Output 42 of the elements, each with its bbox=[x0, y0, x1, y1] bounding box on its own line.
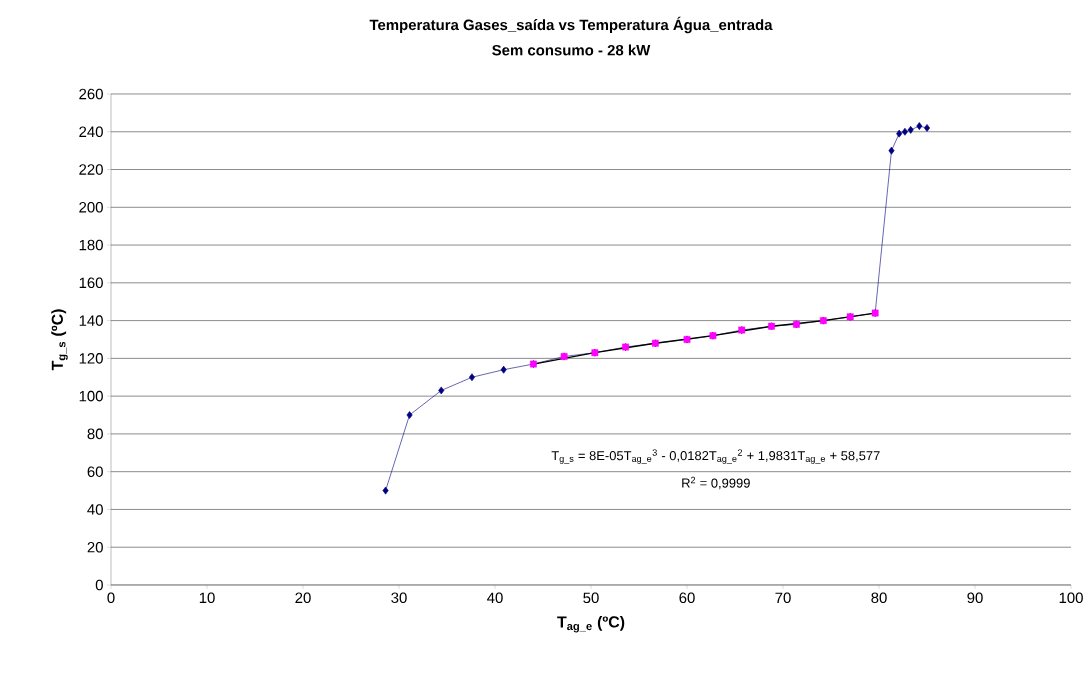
y-tick-label: 140 bbox=[79, 315, 103, 326]
point bbox=[406, 411, 413, 419]
x-tick-label: 50 bbox=[583, 592, 599, 604]
point bbox=[924, 124, 930, 132]
annotation: R$^{2}$ = 0,9999 bbox=[682, 476, 750, 490]
y-tick-label: 180 bbox=[79, 239, 103, 251]
y-tick-label: 60 bbox=[87, 466, 103, 477]
x-tick-label: 90 bbox=[967, 592, 983, 604]
point bbox=[500, 365, 507, 374]
y-tick-label: 220 bbox=[79, 164, 103, 175]
y-tick-label: 240 bbox=[79, 126, 103, 138]
x-tick-label: 100 bbox=[1059, 592, 1083, 604]
point bbox=[907, 125, 914, 134]
y-tick-label: 200 bbox=[79, 202, 103, 213]
text: T$_{g_s}$ = 8E-05T$_{ag_e}$$^{3}$ - 0,0182T$_{ag_e}$$^{2}$ + 1,9831T$_{ag_e}$ + 58,577 bbox=[551, 449, 880, 464]
x-tick-label: 80 bbox=[871, 592, 887, 604]
chart-title: Temperatura Gases_saída vs Temperatura Água_entrada bbox=[369, 16, 773, 34]
point bbox=[896, 129, 903, 138]
y-tick-label: 0 bbox=[95, 579, 103, 591]
y-tick-label: 80 bbox=[87, 428, 103, 440]
x-tick-label: 40 bbox=[487, 592, 503, 604]
x-axis-title: T$_{ag_e}$ (ºC) bbox=[557, 615, 625, 633]
y-tick-label: 160 bbox=[79, 277, 103, 289]
chart-subtitle: Sem consumo - 28 kW bbox=[492, 44, 651, 56]
y-tick-label: 120 bbox=[79, 353, 103, 364]
x-tick-label: 30 bbox=[391, 592, 407, 604]
point bbox=[888, 146, 895, 155]
y-axis-title: T$_{g_s}$ (ºC) bbox=[51, 309, 68, 371]
point bbox=[901, 127, 908, 136]
y-tick-label: 100 bbox=[79, 390, 103, 402]
x-tick-label: 10 bbox=[199, 592, 215, 604]
point bbox=[438, 386, 445, 395]
x-tick-label: 20 bbox=[295, 592, 311, 604]
y-tick-label: 40 bbox=[87, 504, 103, 515]
x-tick-label: 60 bbox=[679, 592, 695, 604]
point bbox=[916, 122, 923, 130]
point bbox=[382, 486, 389, 495]
y-tick-label: 260 bbox=[79, 88, 103, 100]
x-tick-label: 0 bbox=[107, 592, 115, 604]
x-tick-label: 70 bbox=[775, 592, 791, 604]
point bbox=[468, 373, 475, 382]
y-tick-label: 20 bbox=[87, 541, 103, 553]
